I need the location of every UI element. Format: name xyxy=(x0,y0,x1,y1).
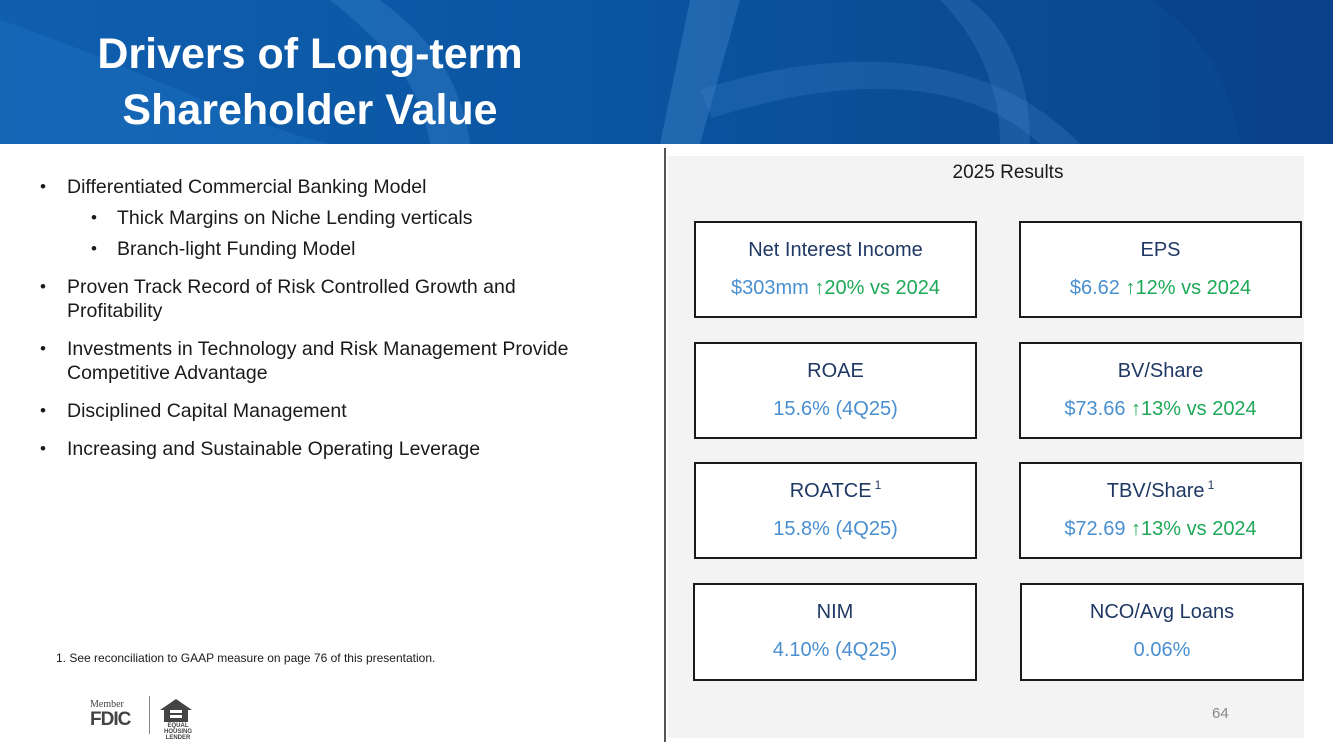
metric-card-nco-avg-loans: NCO/Avg Loans 0.06% xyxy=(1020,583,1304,681)
equal-housing-icon xyxy=(160,699,192,722)
results-title: 2025 Results xyxy=(952,162,1064,183)
metric-label: ROAE xyxy=(807,360,864,382)
metric-card-roae: ROAE 15.6% (4Q25) xyxy=(694,342,977,439)
driver-bullet-list: Differentiated Commercial Banking Model … xyxy=(40,175,600,475)
metric-card-net-interest-income: Net Interest Income $303mm ↑20% vs 2024 xyxy=(694,221,977,318)
metric-value: 0.06% xyxy=(1133,639,1191,661)
metric-value: $6.62 ↑12% vs 2024 xyxy=(1069,277,1252,299)
metric-card-roatce: ROATCE 1 15.8% (4Q25) xyxy=(694,462,977,559)
metric-value: $73.66 ↑13% vs 2024 xyxy=(1064,398,1257,420)
sub-bullet-item: Branch-light Funding Model xyxy=(40,237,600,261)
metric-value: 15.8% (4Q25) xyxy=(773,518,898,540)
bullet-item: Investments in Technology and Risk Manag… xyxy=(40,337,587,385)
metric-change: ↑20% vs 2024 xyxy=(814,277,940,299)
bullet-item: Disciplined Capital Management xyxy=(40,399,600,423)
metric-label: EPS xyxy=(1140,239,1181,261)
fdic-member-text: Member xyxy=(90,699,124,710)
footnote-marker: 1 xyxy=(874,478,882,492)
vertical-divider xyxy=(664,148,666,742)
metric-value: 4.10% (4Q25) xyxy=(772,639,898,661)
footnote: 1. See reconciliation to GAAP measure on… xyxy=(56,651,436,665)
page-title: Drivers of Long-term Shareholder Value xyxy=(60,26,560,138)
metric-label: ROATCE 1 xyxy=(789,478,882,502)
equal-housing-lender-text: EQUAL HOUSING LENDER xyxy=(163,723,192,741)
header-decoration xyxy=(0,0,1333,144)
metric-value: 15.6% (4Q25) xyxy=(773,398,898,420)
fdic-logo: Member FDIC xyxy=(90,700,140,734)
metric-card-tbv-share: TBV/Share 1 $72.69 ↑13% vs 2024 xyxy=(1019,462,1302,559)
sub-bullet-item: Thick Margins on Niche Lending verticals xyxy=(40,206,600,230)
metric-label: NIM xyxy=(816,601,854,623)
logo-divider xyxy=(149,696,150,734)
metric-value: $303mm ↑20% vs 2024 xyxy=(730,277,940,299)
bullet-item: Increasing and Sustainable Operating Lev… xyxy=(40,437,600,461)
metric-change: ↑12% vs 2024 xyxy=(1125,277,1252,299)
page-title-line1: Drivers of Long-term xyxy=(97,30,523,78)
metric-label: Net Interest Income xyxy=(748,239,923,261)
fdic-text: FDIC xyxy=(90,709,131,730)
metric-change: ↑13% vs 2024 xyxy=(1131,398,1257,420)
page-number: 64 xyxy=(1212,705,1229,722)
metric-change: ↑13% vs 2024 xyxy=(1131,518,1257,540)
page-title-line2: Shareholder Value xyxy=(122,86,498,134)
metric-card-bv-share: BV/Share $73.66 ↑13% vs 2024 xyxy=(1019,342,1302,439)
metric-card-nim: NIM 4.10% (4Q25) xyxy=(693,583,977,681)
metric-label: TBV/Share 1 xyxy=(1106,478,1215,502)
metric-value: $72.69 ↑13% vs 2024 xyxy=(1064,518,1257,540)
metric-label: BV/Share xyxy=(1117,360,1204,382)
bullet-item: Proven Track Record of Risk Controlled G… xyxy=(40,275,587,323)
header-banner: Drivers of Long-term Shareholder Value xyxy=(0,0,1333,144)
bullet-item: Differentiated Commercial Banking Model xyxy=(40,175,600,199)
metric-card-eps: EPS $6.62 ↑12% vs 2024 xyxy=(1019,221,1302,318)
metric-label: NCO/Avg Loans xyxy=(1089,601,1235,623)
footnote-marker: 1 xyxy=(1207,478,1215,492)
